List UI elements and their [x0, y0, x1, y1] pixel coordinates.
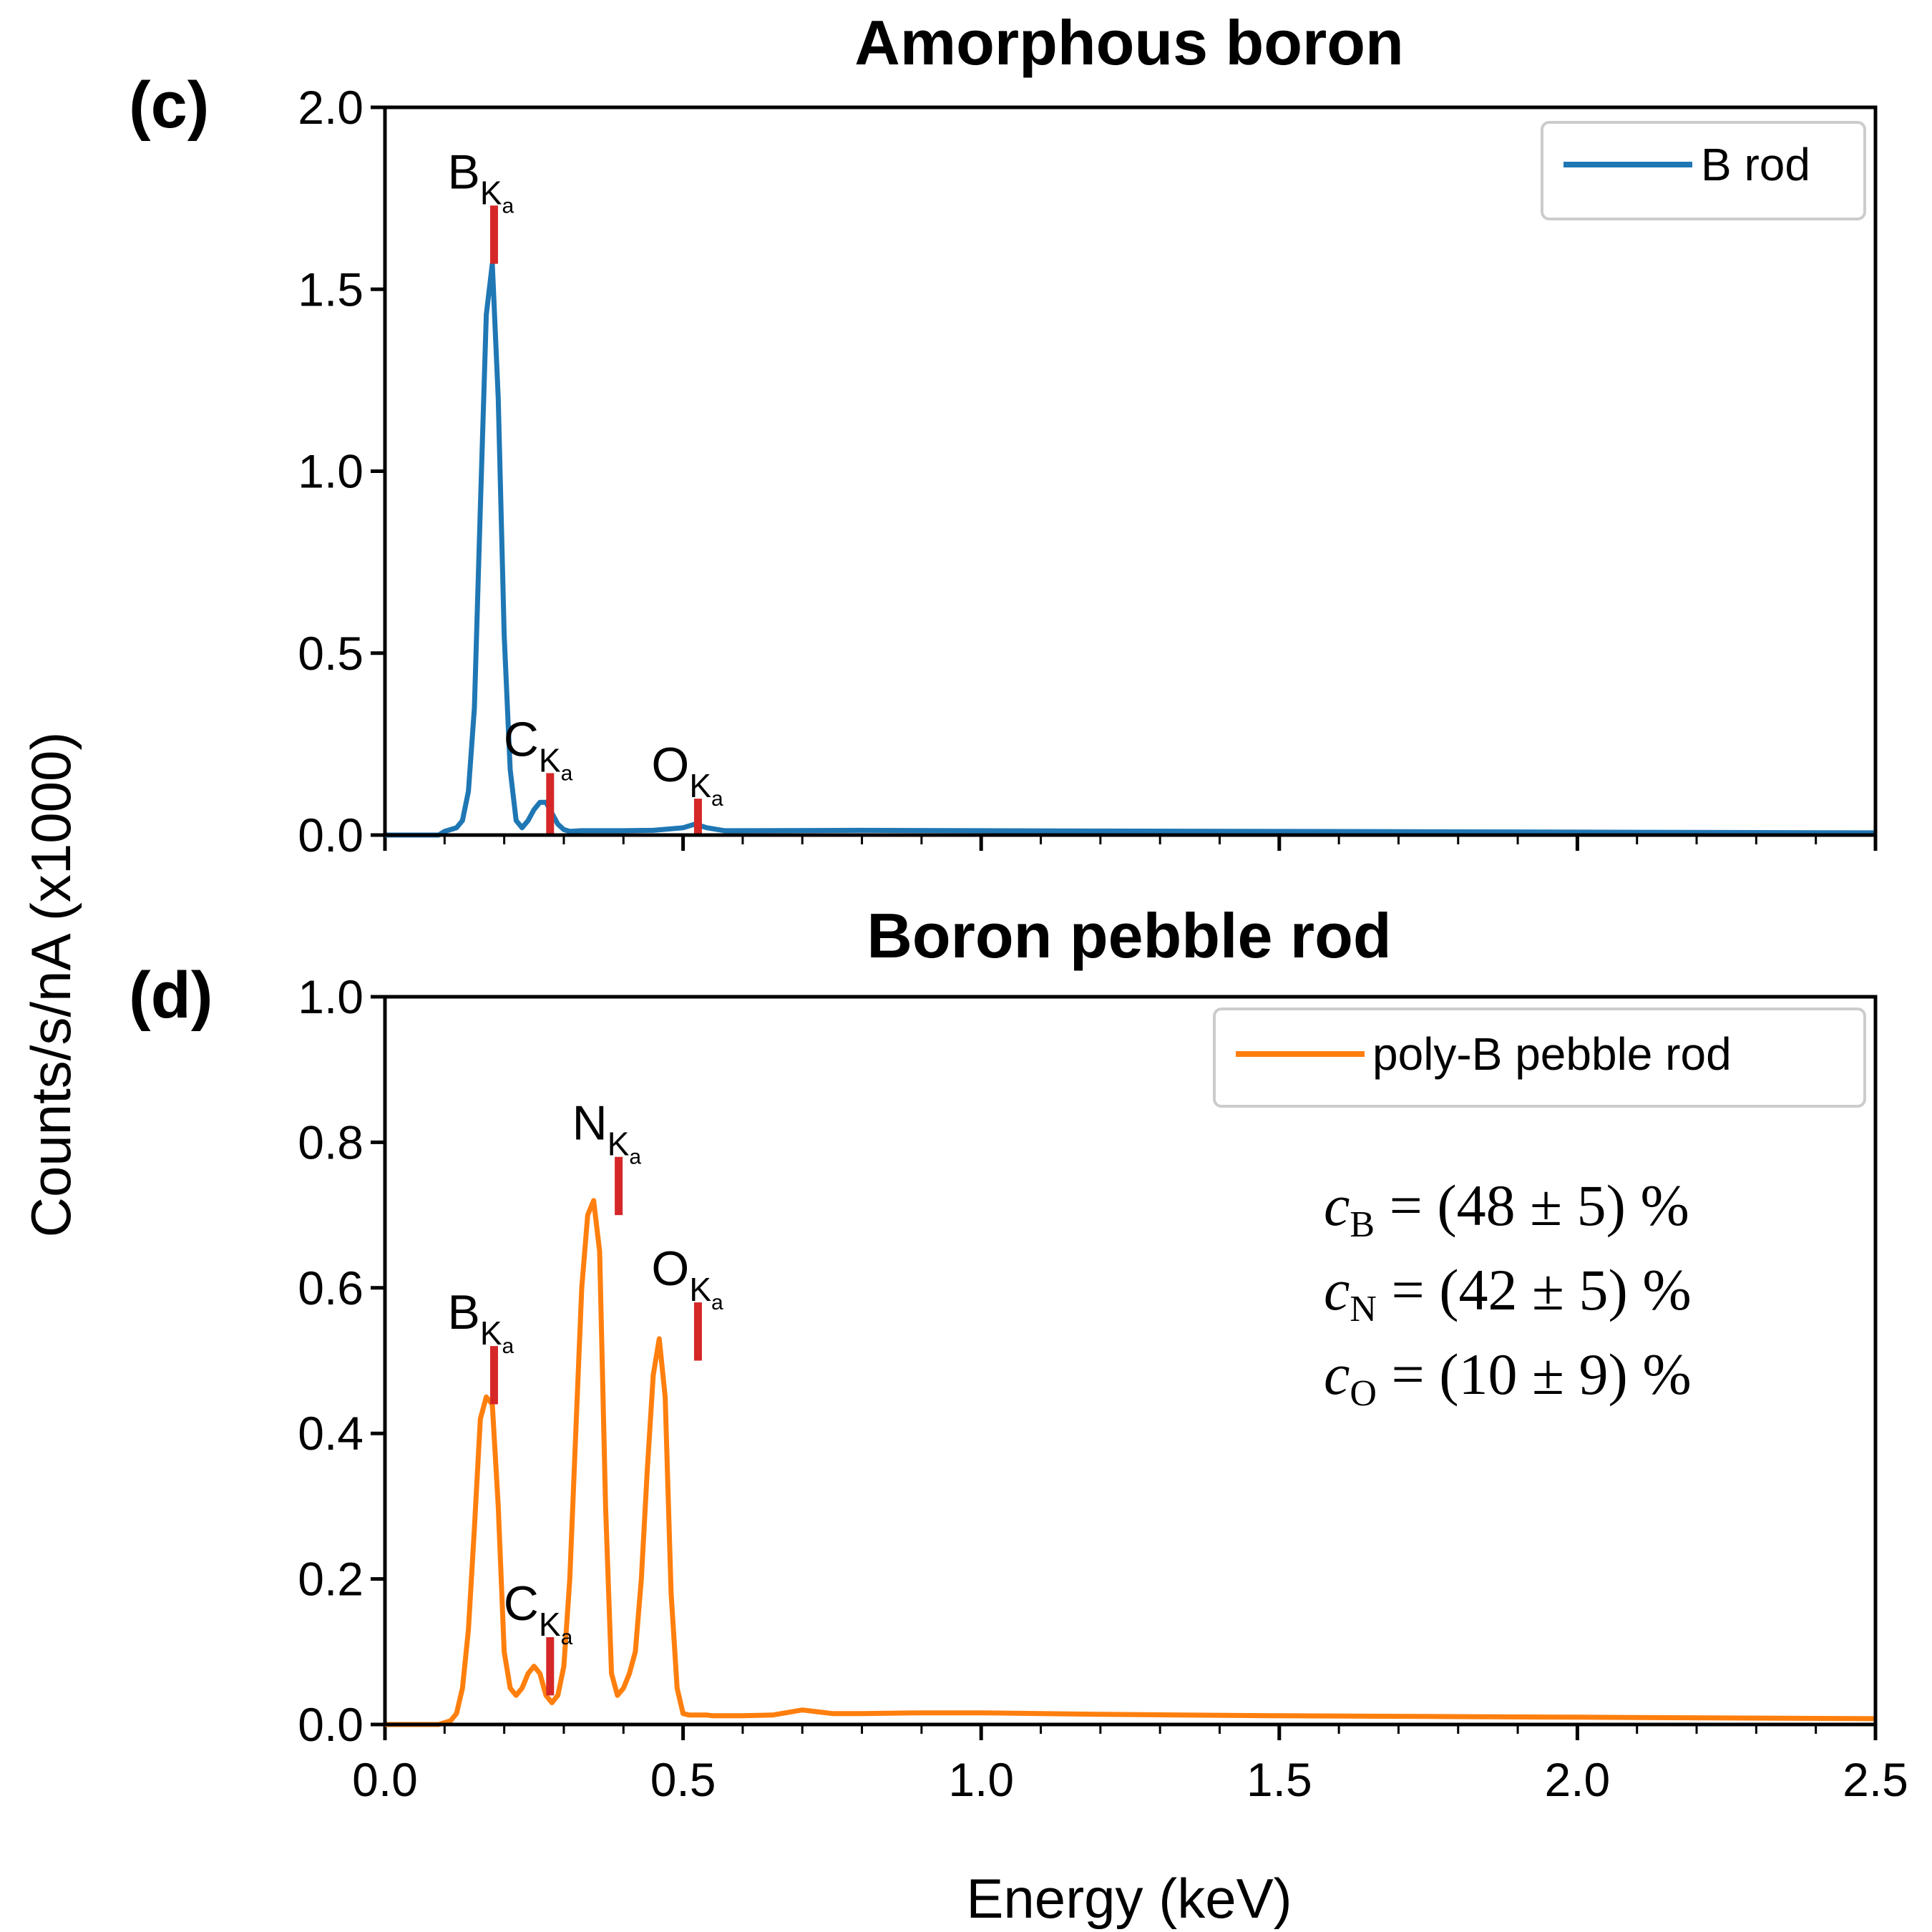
y-tick-label: 0.0	[298, 1698, 364, 1751]
peak-label: NKa	[572, 1096, 642, 1169]
x-tick-label: 2.0	[1545, 1753, 1611, 1806]
y-tick-label: 0.0	[298, 809, 364, 862]
concentration-line: cO = (10 ± 9) %	[1324, 1342, 1692, 1414]
y-tick-label: 0.6	[298, 1262, 364, 1314]
panel-c-title: Amorphous boron	[854, 7, 1403, 78]
x-axis-label: Energy (keV)	[966, 1867, 1292, 1930]
panel-d-series	[385, 1198, 1876, 1727]
panel-d-label: (d)	[129, 959, 213, 1032]
panel-d-title: Boron pebble rod	[867, 900, 1391, 971]
panel-c-peak-markers: BKa CKa OKa	[447, 145, 723, 835]
legend-label-poly-b: poly-B pebble rod	[1372, 1028, 1732, 1080]
y-axis-label: Counts/s/nA (x1000)	[19, 732, 82, 1238]
legend-box	[1213, 1008, 1866, 1108]
panel-d-peak-markers: BKa CKa NKa OKa	[447, 1096, 723, 1696]
panel-c: Amorphous boron (c) 0.0 0.5 1.0 1.5 2.0 BKa C…	[129, 7, 1878, 862]
x-tick-label: 1.5	[1246, 1753, 1312, 1806]
panel-c-frame	[383, 105, 1878, 837]
x-tick-label: 0.0	[352, 1753, 418, 1806]
panel-d-ticks: 0.0 0.2 0.4 0.6 0.8 1.0 0.0 0.5 1.0 1.5 2.0 2.5	[298, 970, 1908, 1806]
y-tick-label: 1.5	[298, 263, 364, 316]
y-tick-label: 0.5	[298, 627, 364, 680]
y-tick-label: 0.4	[298, 1407, 364, 1460]
panel-c-label: (c)	[129, 69, 209, 142]
series-line	[385, 1198, 1876, 1727]
y-tick-label: 1.0	[298, 970, 364, 1023]
peak-label: BKa	[447, 1285, 514, 1358]
peak-label: OKa	[651, 1241, 723, 1314]
concentration-line: cN = (42 ± 5) %	[1324, 1257, 1692, 1330]
x-tick-label: 1.0	[948, 1753, 1014, 1806]
peak-label: CKa	[504, 713, 573, 786]
legend-label-b-rod: B rod	[1701, 139, 1810, 190]
concentration-line: cB = (48 ± 5) %	[1324, 1173, 1689, 1245]
peak-label: CKa	[504, 1576, 573, 1649]
peak-label: BKa	[447, 145, 514, 218]
x-tick-label: 2.5	[1843, 1753, 1908, 1806]
panel-d: Boron pebble rod (d) 0.00.20.40.60.81.00…	[129, 900, 1908, 1806]
peak-label: OKa	[651, 738, 723, 811]
panel-d-legend: poly-B pebble rod	[1213, 1008, 1866, 1108]
panel-c-series	[385, 261, 1876, 838]
concentration-annotation: cB = (48 ± 5) % cN = (42 ± 5) % cO = (10 ±…	[1324, 1173, 1692, 1414]
legend-box	[1541, 121, 1866, 220]
y-tick-label: 0.8	[298, 1116, 364, 1169]
y-tick-label: 2.0	[298, 81, 364, 134]
panel-c-legend: B rod	[1541, 121, 1866, 220]
series-line	[385, 261, 1876, 838]
y-tick-label: 0.2	[298, 1553, 364, 1606]
panel-d-frame	[383, 995, 1878, 1727]
x-tick-label: 0.5	[650, 1753, 716, 1806]
panel-c-ticks: 0.0 0.5 1.0 1.5 2.0	[298, 81, 1878, 862]
y-tick-label: 1.0	[298, 445, 364, 498]
